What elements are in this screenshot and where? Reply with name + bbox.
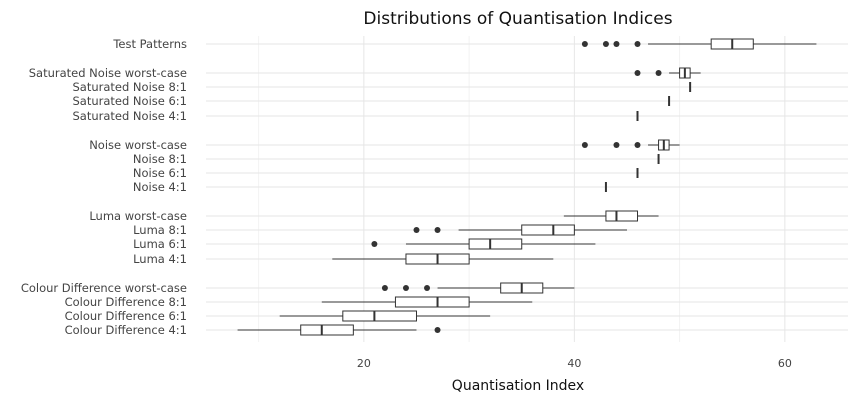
category-label: Colour Difference worst-case: [21, 281, 187, 295]
box-group: [237, 324, 441, 336]
outlier-point: [602, 41, 609, 47]
category-label: Noise 4:1: [133, 180, 187, 194]
chart-title: Distributions of Quantisation Indices: [363, 9, 672, 29]
box-group: [581, 38, 817, 50]
outlier-point: [381, 285, 388, 291]
box: [605, 210, 639, 222]
x-tick-label: 40: [567, 357, 581, 370]
box-group: [381, 282, 575, 294]
category-label: Noise 8:1: [133, 152, 187, 166]
category-label: Colour Difference 4:1: [65, 323, 187, 337]
category-label: Luma worst-case: [89, 209, 187, 223]
outlier-point: [434, 327, 441, 333]
outlier-point: [402, 285, 409, 291]
outlier-point: [424, 285, 431, 291]
category-label: Saturated Noise 4:1: [72, 109, 187, 123]
box: [394, 296, 470, 308]
outlier-point: [613, 41, 620, 47]
category-label: Colour Difference 6:1: [65, 309, 187, 323]
x-tick-labels: 20 40 60: [357, 357, 792, 370]
box-series: [237, 38, 817, 336]
box-group: [581, 139, 680, 151]
x-tick-label: 20: [357, 357, 371, 370]
outlier-point: [634, 41, 641, 47]
box-group: [634, 67, 701, 79]
box: [342, 310, 417, 322]
outlier-point: [634, 70, 641, 76]
category-label: Saturated Noise 6:1: [72, 94, 187, 108]
x-axis-label: Quantisation Index: [452, 378, 584, 394]
box: [468, 238, 523, 250]
category-label: Saturated Noise 8:1: [72, 80, 187, 94]
outlier-point: [655, 70, 662, 76]
box-group: [332, 253, 554, 265]
outlier-point: [581, 142, 588, 148]
outlier-point: [413, 227, 420, 233]
box-group: [371, 238, 596, 250]
category-label: Test Patterns: [112, 37, 187, 51]
category-label: Saturated Noise worst-case: [29, 66, 187, 80]
outlier-point: [434, 227, 441, 233]
outlier-point: [581, 41, 588, 47]
box-group: [321, 296, 533, 308]
category-label: Colour Difference 8:1: [65, 295, 187, 309]
outlier-point: [371, 241, 378, 247]
category-label: Noise 6:1: [133, 166, 187, 180]
box-group: [413, 224, 627, 236]
category-label: Luma 4:1: [133, 252, 187, 266]
category-label: Luma 8:1: [133, 223, 187, 237]
box-group: [563, 210, 659, 222]
box: [521, 224, 575, 236]
x-tick-label: 60: [778, 357, 792, 370]
box-group: [279, 310, 491, 322]
grid-lines: [206, 36, 848, 342]
category-label: Noise worst-case: [89, 138, 187, 152]
category-label: Luma 6:1: [133, 237, 187, 251]
box: [300, 324, 354, 336]
outlier-point: [613, 142, 620, 148]
outlier-point: [634, 142, 641, 148]
